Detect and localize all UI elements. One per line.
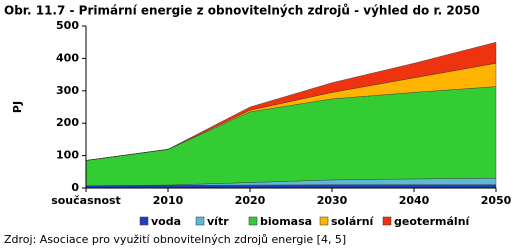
- y-tick-label: 300: [56, 84, 79, 97]
- x-tick-label: 2050: [481, 194, 512, 207]
- legend-label: vítr: [207, 215, 229, 228]
- y-tick-label: 0: [71, 181, 79, 194]
- y-axis-label: PJ: [11, 101, 24, 113]
- legend-swatch: [382, 216, 392, 226]
- legend-label: voda: [151, 215, 181, 228]
- legend-swatch: [248, 216, 258, 226]
- area: [85, 41, 497, 161]
- x-tick-label: 2040: [399, 194, 430, 207]
- legend-swatch: [195, 216, 205, 226]
- x-tick-label: současnost: [51, 194, 121, 207]
- legend-swatch: [139, 216, 149, 226]
- y-tick-label: 200: [56, 116, 79, 129]
- x-tick-label: 2020: [235, 194, 266, 207]
- chart-title: Obr. 11.7 - Primární energie z obnovitel…: [4, 4, 480, 18]
- legend-label: geotermální: [394, 215, 471, 228]
- y-tick-label: 100: [56, 149, 79, 162]
- x-tick-label: 2010: [153, 194, 184, 207]
- legend-swatch: [319, 216, 329, 226]
- x-tick-label: 2030: [317, 194, 348, 207]
- legend-label: solární: [331, 215, 375, 228]
- source: Zdroj: Asociace pro využití obnovitelnýc…: [4, 233, 346, 246]
- y-tick-label: 400: [56, 51, 79, 64]
- legend-label: biomasa: [260, 215, 312, 228]
- y-tick-label: 500: [56, 19, 79, 32]
